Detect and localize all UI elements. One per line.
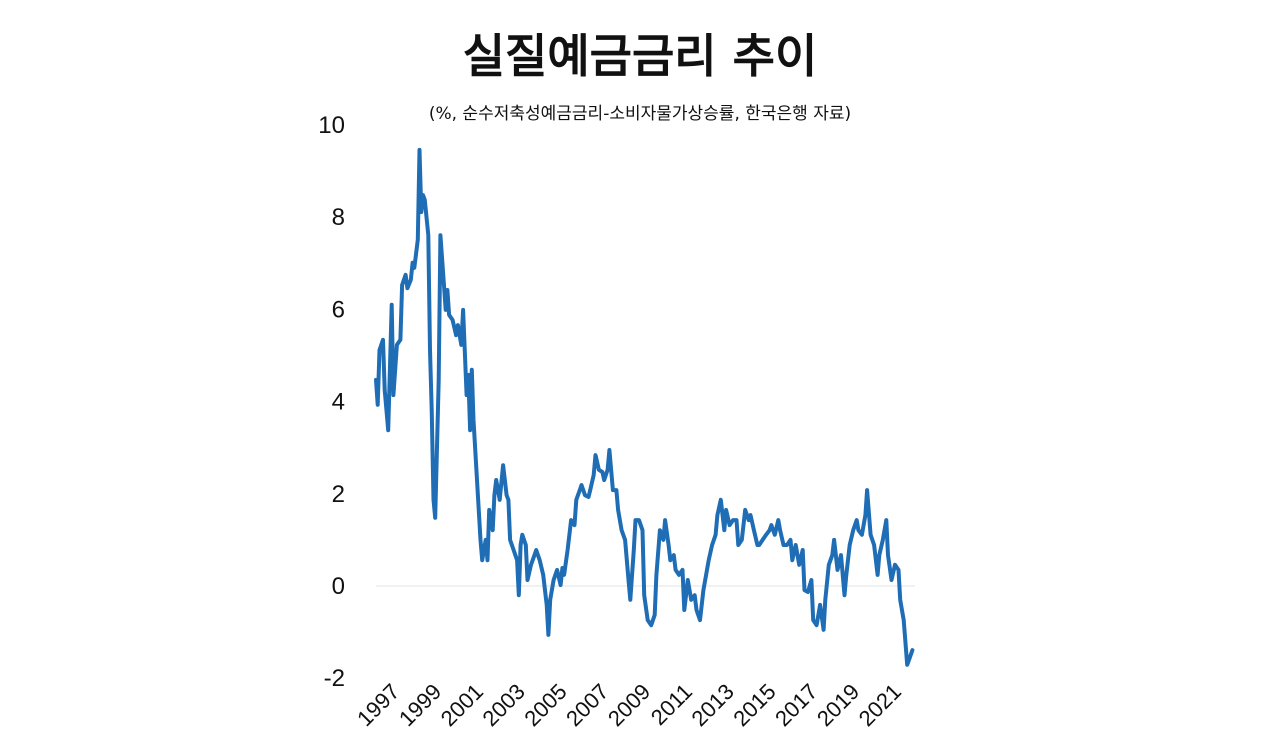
y-tick-label: 8 [332, 204, 345, 231]
chart-title: 실질예금금리 추이 [463, 29, 818, 83]
chart-subtitle: (%, 순수저축성예금금리-소비자물가상승률, 한국은행 자료) [429, 104, 851, 124]
x-tick-label: 2017 [770, 679, 822, 731]
x-tick-label: 1999 [394, 679, 446, 731]
series-line [374, 147, 915, 667]
x-tick-label: 2009 [603, 679, 655, 731]
y-tick-label: 2 [332, 481, 345, 508]
y-axis: 10 8 6 4 2 0 -2 [318, 112, 345, 692]
x-axis: 1997199920012003200520072009201120132015… [352, 679, 906, 731]
x-tick-label: 2013 [687, 679, 739, 731]
x-tick-label: 2003 [478, 679, 530, 731]
x-tick-label: 2007 [561, 679, 613, 731]
x-tick-label: 2015 [728, 679, 780, 731]
y-tick-label: 10 [318, 112, 345, 139]
y-tick-label: 6 [332, 296, 345, 323]
x-tick-label: 2019 [812, 679, 864, 731]
x-tick-label: 2011 [646, 679, 697, 730]
y-tick-label: 4 [332, 389, 345, 416]
y-tick-label: 0 [332, 573, 345, 600]
x-tick-label: 2005 [519, 679, 571, 731]
x-tick-label: 1997 [352, 679, 404, 731]
x-tick-label: 2021 [854, 679, 906, 731]
x-tick-label: 2001 [436, 679, 488, 731]
y-tick-label: -2 [324, 665, 345, 692]
